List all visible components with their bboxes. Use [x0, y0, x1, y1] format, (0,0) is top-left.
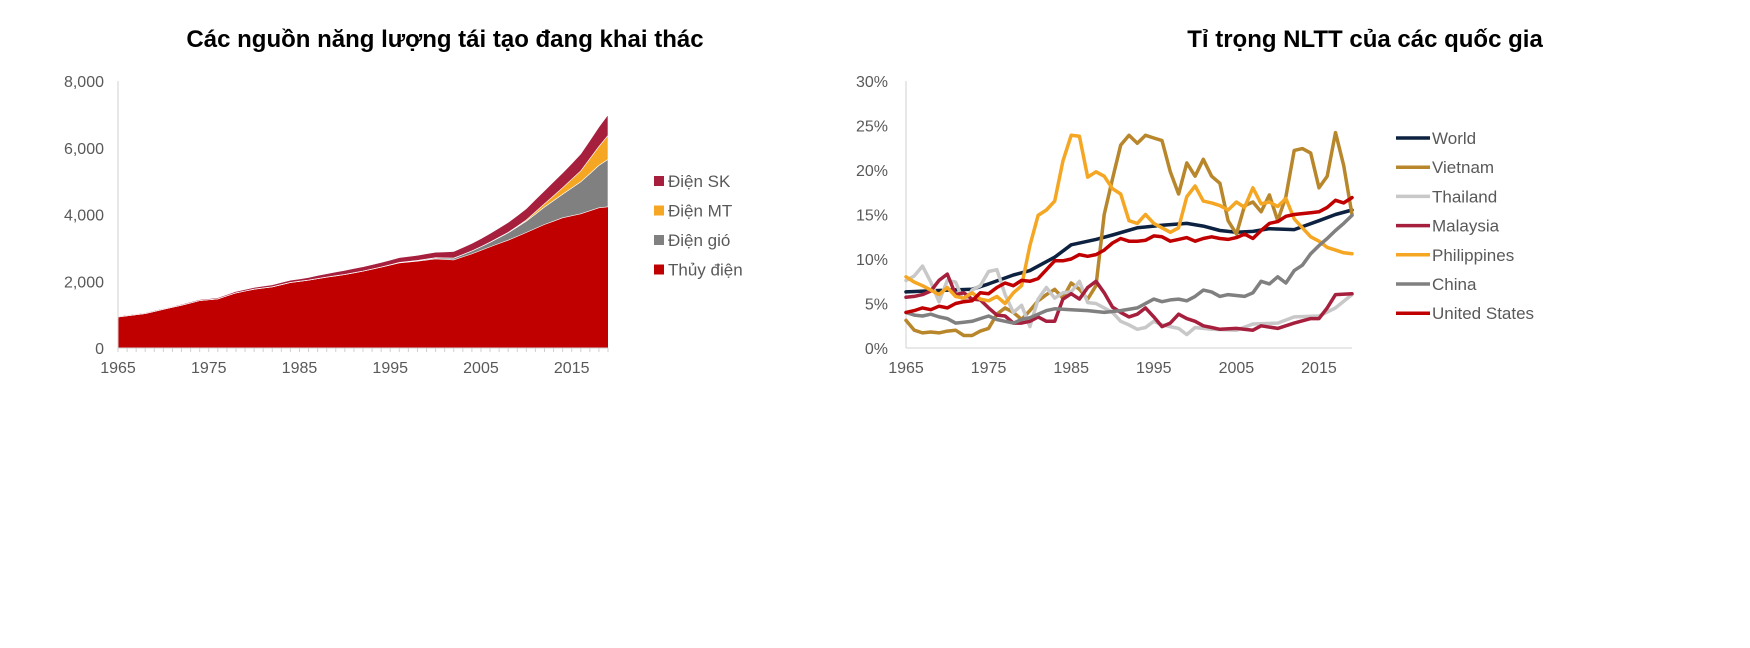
legend-label: World	[1432, 129, 1476, 148]
y-tick-label: 4,000	[64, 208, 104, 225]
x-tick-label: 1965	[888, 360, 924, 377]
area-series-0	[118, 206, 608, 348]
legend-label: Vietnam	[1432, 158, 1494, 177]
legend-label: Thủy điện	[668, 261, 743, 280]
y-tick-label: 5%	[865, 297, 888, 314]
chart-title: Các nguồn năng lượng tái tạo đang khai t…	[186, 26, 704, 53]
y-tick-label: 2,000	[64, 274, 104, 291]
x-tick-label: 1975	[191, 360, 227, 377]
line-series-4	[904, 133, 1354, 306]
line-series-6	[904, 195, 1354, 315]
legend-label: Điện SK	[668, 172, 731, 191]
x-tick-label: 1985	[282, 360, 318, 377]
chart-title: Tỉ trọng NLTT của các quốc gia	[1187, 26, 1543, 53]
x-tick-label: 1965	[100, 360, 136, 377]
legend-label: United States	[1432, 304, 1534, 323]
legend-swatch	[654, 205, 664, 216]
line-series-1	[904, 130, 1354, 338]
legend-label: Điện gió	[668, 231, 730, 250]
y-tick-label: 10%	[856, 252, 888, 269]
y-tick-label: 0%	[865, 341, 888, 358]
legend-swatch	[654, 176, 664, 186]
x-tick-label: 2015	[1301, 360, 1337, 377]
y-tick-label: 8,000	[64, 74, 104, 91]
stacked-area-chart: 0 2,000 4,000 6,000 8,000 1965 1975 1985 1995 200…	[64, 74, 743, 377]
x-tick-label: 2005	[463, 360, 499, 377]
x-tick-label: 1975	[971, 360, 1007, 377]
x-tick-label: 2015	[554, 360, 590, 377]
legend-label: China	[1432, 275, 1477, 294]
y-tick-label: 20%	[856, 163, 888, 180]
legend-label: Philippines	[1432, 246, 1514, 265]
legend-swatch	[654, 235, 664, 245]
area-series-3	[117, 113, 609, 318]
y-tick-label: 15%	[856, 208, 888, 225]
line-series-5	[904, 213, 1354, 325]
legend-label: Điện MT	[668, 202, 732, 221]
x-tick-label: 2005	[1219, 360, 1255, 377]
y-tick-label: 6,000	[64, 141, 104, 158]
legend-swatch	[654, 264, 664, 275]
y-tick-label: 25%	[856, 119, 888, 136]
legend-label: Thailand	[1432, 187, 1497, 206]
x-tick-label: 1995	[372, 360, 408, 377]
x-tick-label: 1995	[1136, 360, 1172, 377]
x-tick-label: 1985	[1053, 360, 1089, 377]
legend-label: Malaysia	[1432, 217, 1500, 236]
y-tick-label: 0	[95, 341, 104, 358]
y-tick-label: 30%	[856, 74, 888, 91]
